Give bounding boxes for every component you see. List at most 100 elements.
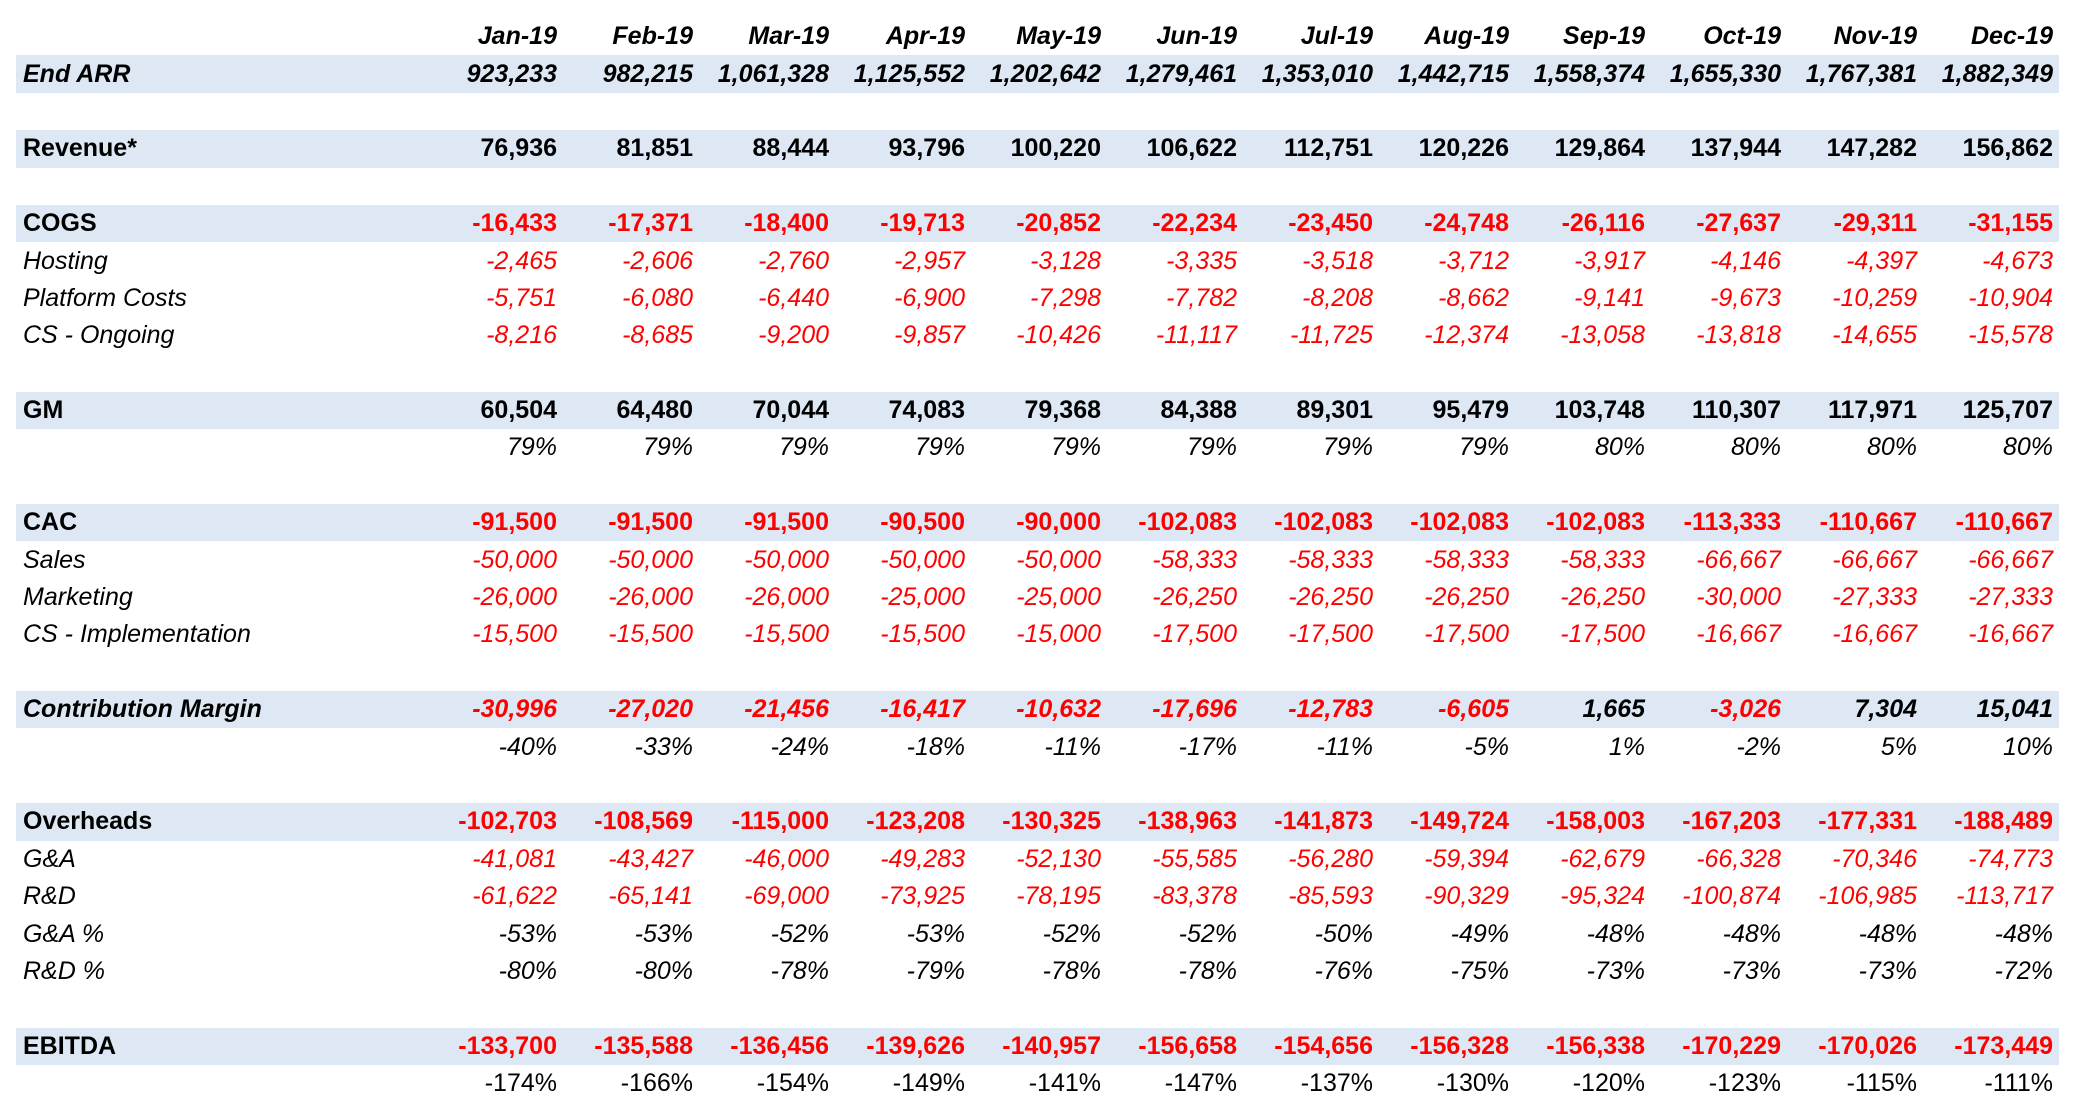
value-cell[interactable]: -136,456	[699, 1027, 835, 1065]
value-cell[interactable]: -26,250	[1288, 583, 1373, 612]
empty-cell[interactable]	[1923, 990, 2059, 1027]
value-cell[interactable]: -17,500	[1152, 620, 1237, 649]
value-cell[interactable]: -23,450	[1243, 204, 1379, 243]
value-cell[interactable]: -24,748	[1379, 204, 1515, 243]
value-cell[interactable]: -73%	[1586, 956, 1645, 985]
value-cell[interactable]: -102,083	[1243, 504, 1379, 542]
empty-cell[interactable]	[427, 467, 563, 504]
value-cell[interactable]: 1,558,374	[1515, 55, 1651, 93]
empty-cell[interactable]	[1379, 467, 1515, 504]
value-cell[interactable]: -3,518	[1302, 246, 1373, 275]
value-cell[interactable]: -15,500	[744, 620, 829, 649]
value-cell[interactable]: -73,925	[880, 882, 965, 911]
row-label[interactable]: CS - Implementation	[23, 620, 251, 649]
value-cell[interactable]: -53%	[906, 919, 965, 948]
value-cell[interactable]: -48%	[1858, 919, 1917, 948]
value-cell[interactable]: 80%	[1866, 433, 1917, 462]
value-cell[interactable]: -2,760	[758, 246, 829, 275]
value-cell[interactable]: -90,000	[971, 504, 1107, 542]
empty-cell[interactable]	[563, 93, 699, 130]
value-cell[interactable]: -26,000	[744, 583, 829, 612]
value-cell[interactable]: -9,141	[1574, 283, 1645, 312]
empty-cell[interactable]	[1243, 990, 1379, 1027]
empty-cell[interactable]	[971, 168, 1107, 205]
value-cell[interactable]: -141%	[1028, 1069, 1101, 1098]
value-cell[interactable]: -29,311	[1787, 204, 1923, 243]
value-cell[interactable]: -66,667	[1696, 545, 1781, 574]
value-cell[interactable]: -52%	[770, 919, 829, 948]
value-cell[interactable]: -91,500	[563, 504, 699, 542]
empty-cell[interactable]	[1107, 168, 1243, 205]
empty-cell[interactable]	[563, 168, 699, 205]
empty-cell[interactable]	[1651, 168, 1787, 205]
empty-cell[interactable]	[1923, 93, 2059, 130]
value-cell[interactable]: -188,489	[1923, 803, 2059, 841]
value-cell[interactable]: 79,368	[971, 391, 1107, 430]
value-cell[interactable]: -113,717	[1956, 882, 2053, 911]
value-cell[interactable]: -78,195	[1016, 882, 1101, 911]
empty-cell[interactable]	[1515, 93, 1651, 130]
value-cell[interactable]: -18%	[906, 732, 965, 761]
value-cell[interactable]: -102,703	[427, 803, 563, 841]
value-cell[interactable]: -50,000	[472, 545, 557, 574]
value-cell[interactable]: -72%	[1994, 956, 2053, 985]
empty-cell[interactable]	[1787, 654, 1923, 691]
value-cell[interactable]: 79%	[506, 433, 557, 462]
value-cell[interactable]: 1,882,349	[1923, 55, 2059, 93]
empty-cell[interactable]	[1107, 93, 1243, 130]
value-cell[interactable]: -4,673	[1982, 246, 2053, 275]
month-header-cell[interactable]: Sep-19	[1563, 22, 1645, 51]
value-cell[interactable]: -56,280	[1288, 844, 1373, 873]
empty-cell[interactable]	[1923, 355, 2059, 392]
value-cell[interactable]: 1,353,010	[1243, 55, 1379, 93]
value-cell[interactable]: 70,044	[699, 391, 835, 430]
value-cell[interactable]: 79%	[642, 433, 693, 462]
value-cell[interactable]: -17,500	[1288, 620, 1373, 649]
value-cell[interactable]: 117,971	[1787, 391, 1923, 430]
value-cell[interactable]: -52,130	[1016, 844, 1101, 873]
value-cell[interactable]: -33%	[634, 732, 693, 761]
value-cell[interactable]: -10,632	[971, 691, 1107, 729]
month-header-cell[interactable]: Apr-19	[885, 22, 965, 51]
empty-cell[interactable]	[835, 766, 971, 803]
empty-cell[interactable]	[1651, 467, 1787, 504]
value-cell[interactable]: 95,479	[1379, 391, 1515, 430]
value-cell[interactable]: -156,658	[1107, 1027, 1243, 1065]
row-label[interactable]: Hosting	[23, 246, 108, 275]
empty-cell[interactable]	[1243, 467, 1379, 504]
value-cell[interactable]: -90,329	[1424, 882, 1509, 911]
value-cell[interactable]: 80%	[2002, 433, 2053, 462]
value-cell[interactable]: -53%	[634, 919, 693, 948]
value-cell[interactable]: -73%	[1858, 956, 1917, 985]
value-cell[interactable]: -8,216	[486, 321, 557, 350]
empty-cell[interactable]	[427, 766, 563, 803]
empty-cell[interactable]	[1243, 355, 1379, 392]
row-label[interactable]: Sales	[23, 545, 86, 574]
empty-cell[interactable]	[835, 168, 971, 205]
empty-cell[interactable]	[16, 766, 427, 803]
value-cell[interactable]: -130,325	[971, 803, 1107, 841]
value-cell[interactable]: -80%	[498, 956, 557, 985]
empty-cell[interactable]	[563, 355, 699, 392]
empty-cell[interactable]	[1243, 93, 1379, 130]
month-header-cell[interactable]: Jul-19	[1300, 22, 1373, 51]
empty-cell[interactable]	[563, 766, 699, 803]
value-cell[interactable]: 1,665	[1515, 691, 1651, 729]
value-cell[interactable]: -11%	[1044, 732, 1101, 761]
empty-cell[interactable]	[1243, 168, 1379, 205]
empty-cell[interactable]	[1107, 766, 1243, 803]
row-label[interactable]: CS - Ongoing	[23, 321, 175, 350]
value-cell[interactable]: 79%	[914, 433, 965, 462]
empty-cell[interactable]	[1515, 168, 1651, 205]
value-cell[interactable]: 147,282	[1787, 130, 1923, 168]
value-cell[interactable]: -52%	[1178, 919, 1237, 948]
value-cell[interactable]: 80%	[1730, 433, 1781, 462]
month-header-cell[interactable]: Mar-19	[748, 22, 829, 51]
value-cell[interactable]: 79%	[1050, 433, 1101, 462]
empty-cell[interactable]	[1923, 168, 2059, 205]
value-cell[interactable]: -41,081	[472, 844, 557, 873]
value-cell[interactable]: -177,331	[1787, 803, 1923, 841]
value-cell[interactable]: -15,578	[1968, 321, 2053, 350]
value-cell[interactable]: -66,328	[1696, 844, 1781, 873]
row-label[interactable]: End ARR	[16, 55, 427, 93]
